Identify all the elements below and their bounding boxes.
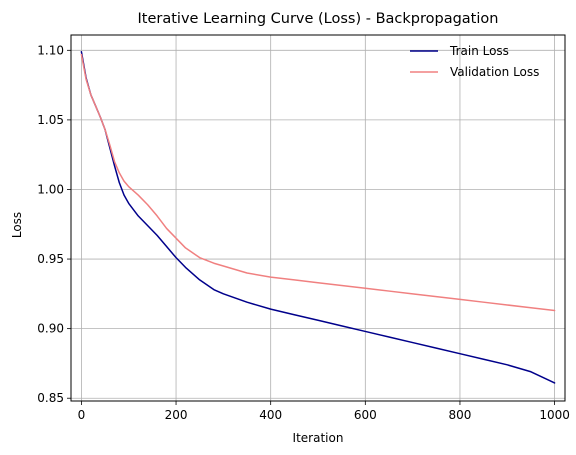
- x-tick-label: 1000: [539, 408, 570, 422]
- grid: [71, 35, 565, 401]
- x-tick-label: 200: [165, 408, 188, 422]
- plot-frame: [70, 34, 566, 402]
- x-tick-label: 600: [354, 408, 377, 422]
- axis-ticks: 0 200 400 600 800 1000 0.85 0.90 0.95 1.00 1.05 1.1…: [37, 43, 570, 422]
- legend-label: Validation Loss: [450, 65, 539, 79]
- legend: Train Loss Validation Loss: [410, 44, 539, 79]
- x-axis-title: Iteration: [293, 431, 344, 445]
- x-tick-label: 400: [259, 408, 282, 422]
- y-tick-label: 0.90: [37, 322, 64, 336]
- y-tick-label: 1.00: [37, 182, 64, 196]
- y-tick-label: 1.10: [37, 43, 64, 57]
- y-tick-label: 0.95: [37, 252, 64, 266]
- y-tick-label: 0.85: [37, 391, 64, 405]
- legend-label: Train Loss: [449, 44, 509, 58]
- plot-lines: [80, 50, 556, 384]
- x-tick-label: 800: [449, 408, 472, 422]
- x-tick-label: 0: [78, 408, 86, 422]
- y-tick-label: 1.05: [37, 113, 64, 127]
- chart-title: Iterative Learning Curve (Loss) - Backpr…: [138, 11, 499, 27]
- validation-loss-line: [80, 53, 556, 312]
- train-loss-line: [80, 50, 556, 384]
- y-axis-title: Loss: [10, 212, 24, 238]
